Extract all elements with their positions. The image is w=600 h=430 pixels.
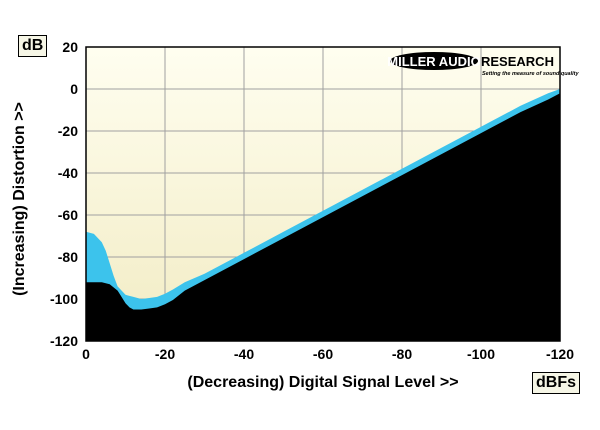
y-tick-label: 20 bbox=[62, 39, 78, 55]
y-axis-label: (Increasing) Distortion >> bbox=[11, 102, 28, 296]
miller-audio-logo: MILLER AUDIO RESEARCH Setting the measur… bbox=[387, 52, 580, 77]
x-tick-label: -120 bbox=[546, 346, 574, 362]
plot-frame bbox=[85, 46, 561, 342]
y-tick-label: -120 bbox=[50, 333, 78, 349]
x-axis-label: (Decreasing) Digital Signal Level >> bbox=[187, 374, 459, 391]
x-tick-labels: 0 -20 -40 -60 -80 -100 -120 bbox=[82, 346, 574, 362]
y-tick-label: -60 bbox=[58, 207, 78, 223]
y-tick-labels: 20 0 -20 -40 -60 -80 -100 -120 bbox=[50, 39, 78, 349]
x-tick-label: -80 bbox=[392, 346, 412, 362]
noise-floor-area bbox=[86, 93, 560, 341]
x-tick-label: -40 bbox=[234, 346, 254, 362]
logo-ellipse bbox=[390, 52, 478, 70]
logo-tagline: Setting the measure of sound quality bbox=[482, 71, 580, 77]
y-tick-label: -40 bbox=[58, 165, 78, 181]
y-tick-label: 0 bbox=[70, 81, 78, 97]
logo-name-suffix: RESEARCH bbox=[481, 54, 554, 69]
y-tick-label: -100 bbox=[50, 291, 78, 307]
x-tick-label: 0 bbox=[82, 346, 90, 362]
x-tick-label: -20 bbox=[155, 346, 175, 362]
y-unit-label: dB bbox=[18, 35, 48, 57]
x-unit-label: dBFs bbox=[532, 372, 580, 394]
x-tick-label: -100 bbox=[467, 346, 495, 362]
logo-name: MILLER AUDIO bbox=[387, 54, 480, 69]
y-tick-label: -20 bbox=[58, 123, 78, 139]
x-tick-label: -60 bbox=[313, 346, 333, 362]
y-tick-label: -80 bbox=[58, 249, 78, 265]
